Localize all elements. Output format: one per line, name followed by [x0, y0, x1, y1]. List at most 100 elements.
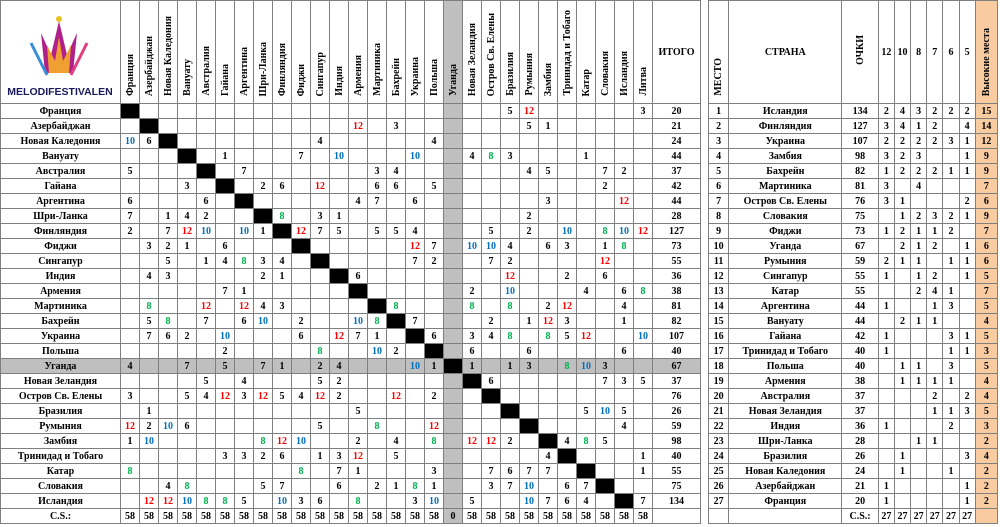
vote-value: 12 — [581, 330, 591, 342]
vote-cell — [462, 478, 482, 494]
count-cell — [958, 433, 976, 449]
vote-cell — [538, 283, 558, 299]
vote-cell: 10 — [139, 433, 159, 449]
country-name: Шри-Ланка — [0, 208, 121, 224]
matrix-row: Замбия 1 10 8 12 10 2 4 8 12 12 2 4 8 5 98 — [0, 433, 701, 449]
vote-cell: 7 — [595, 163, 615, 179]
count-label: 8 — [916, 46, 922, 58]
vote-value: 3 — [298, 495, 304, 507]
count-cell — [942, 493, 960, 509]
vote-value: 6 — [469, 345, 475, 357]
voter-name: Новая Каледония — [162, 16, 174, 96]
high-value: 4 — [974, 388, 999, 404]
vote-cell — [329, 493, 349, 509]
vote-value: 8 — [621, 240, 627, 252]
count-cell: 2 — [926, 103, 944, 119]
vote-cell — [633, 343, 653, 359]
vote-cell: 6 — [614, 283, 634, 299]
high-value: 7 — [974, 283, 999, 299]
vote-value: 3 — [317, 210, 323, 222]
vote-cell — [443, 103, 463, 119]
vote-cell — [234, 238, 254, 254]
vote-cell: 3 — [614, 373, 634, 389]
ranking-row: 17 Тринидад и Тобаго 40 1 1 1 3 — [707, 343, 999, 359]
count-cell: 3 — [942, 328, 960, 344]
count-value: 1 — [932, 225, 938, 237]
vote-cell — [500, 403, 520, 419]
vote-cell — [120, 328, 140, 344]
vote-value: 12 — [562, 300, 572, 312]
vote-cell: 4 — [253, 298, 273, 314]
vote-cell — [633, 418, 653, 434]
vote-cell — [215, 223, 235, 239]
vote-cell — [158, 193, 178, 209]
vote-cell — [234, 133, 254, 149]
vote-cell: 4 — [386, 163, 406, 179]
vote-cell — [158, 103, 178, 119]
count-value: 1 — [883, 330, 889, 342]
vote-cell — [367, 268, 387, 284]
vote-value: 6 — [545, 240, 551, 252]
vote-cell: 1 — [215, 148, 235, 164]
vote-cell: 5 — [614, 403, 634, 419]
voter-header: Тринидад и Тобаго — [557, 0, 577, 104]
vote-cell — [139, 148, 159, 164]
high-value: 5 — [974, 298, 999, 314]
count-cell: 2 — [958, 388, 976, 404]
points: 134 — [841, 103, 879, 119]
vote-value: 2 — [393, 345, 399, 357]
vote-cell: 1 — [367, 328, 387, 344]
vote-cell — [329, 118, 349, 134]
vote-cell — [367, 358, 387, 374]
vote-cell — [215, 418, 235, 434]
place: 23 — [707, 433, 730, 449]
vote-value: 3 — [222, 450, 228, 462]
count-cell: 1 — [958, 238, 976, 254]
vote-cell — [367, 403, 387, 419]
vote-value: 10 — [524, 495, 534, 507]
points: 75 — [841, 208, 879, 224]
count-cell — [942, 268, 960, 284]
count-label: 12 — [881, 46, 892, 58]
vote-cell — [614, 478, 634, 494]
voter-header: Финляндия — [272, 0, 292, 104]
vote-value: 4 — [317, 135, 323, 147]
count-cell — [910, 343, 928, 359]
vote-cell — [614, 148, 634, 164]
cs-value: 58 — [424, 508, 444, 524]
vote-cell — [595, 313, 615, 329]
voter-header: Замбия — [538, 0, 558, 104]
vote-cell — [595, 193, 615, 209]
vote-value: 1 — [336, 210, 342, 222]
count-cell: 1 — [910, 313, 928, 329]
vote-cell — [633, 133, 653, 149]
count-cell — [893, 178, 912, 194]
country-name: Польша — [0, 343, 121, 359]
vote-value: 6 — [184, 420, 190, 432]
count-value: 3 — [964, 450, 970, 462]
vote-cell: 3 — [633, 103, 653, 119]
voter-name: Фиджи — [295, 63, 307, 96]
vote-value: 8 — [507, 300, 513, 312]
vote-cell — [443, 328, 463, 344]
vote-cell: 5 — [633, 373, 653, 389]
count-header: 8 — [910, 0, 928, 104]
matrix-row: Фиджи 3 2 1 6 12 7 10 10 4 6 3 1 8 73 — [0, 238, 701, 254]
count-cell — [877, 463, 895, 479]
vote-cell: 7 — [481, 463, 501, 479]
vote-cell: 12 — [557, 298, 577, 314]
cs-value: 58 — [253, 508, 273, 524]
vote-cell: 6 — [481, 373, 501, 389]
country-label: СТРАНА — [764, 46, 806, 58]
high-value: 7 — [974, 178, 999, 194]
vote-cell — [253, 403, 273, 419]
vote-cell — [576, 163, 596, 179]
count-value: 4 — [964, 120, 970, 132]
vote-value: 4 — [431, 135, 437, 147]
vote-value: 7 — [545, 465, 551, 477]
vote-cell — [500, 178, 520, 194]
count-cell: 2 — [877, 103, 895, 119]
vote-cell: 5 — [367, 223, 387, 239]
vote-cell: 6 — [538, 238, 558, 254]
vote-cell — [234, 433, 254, 449]
